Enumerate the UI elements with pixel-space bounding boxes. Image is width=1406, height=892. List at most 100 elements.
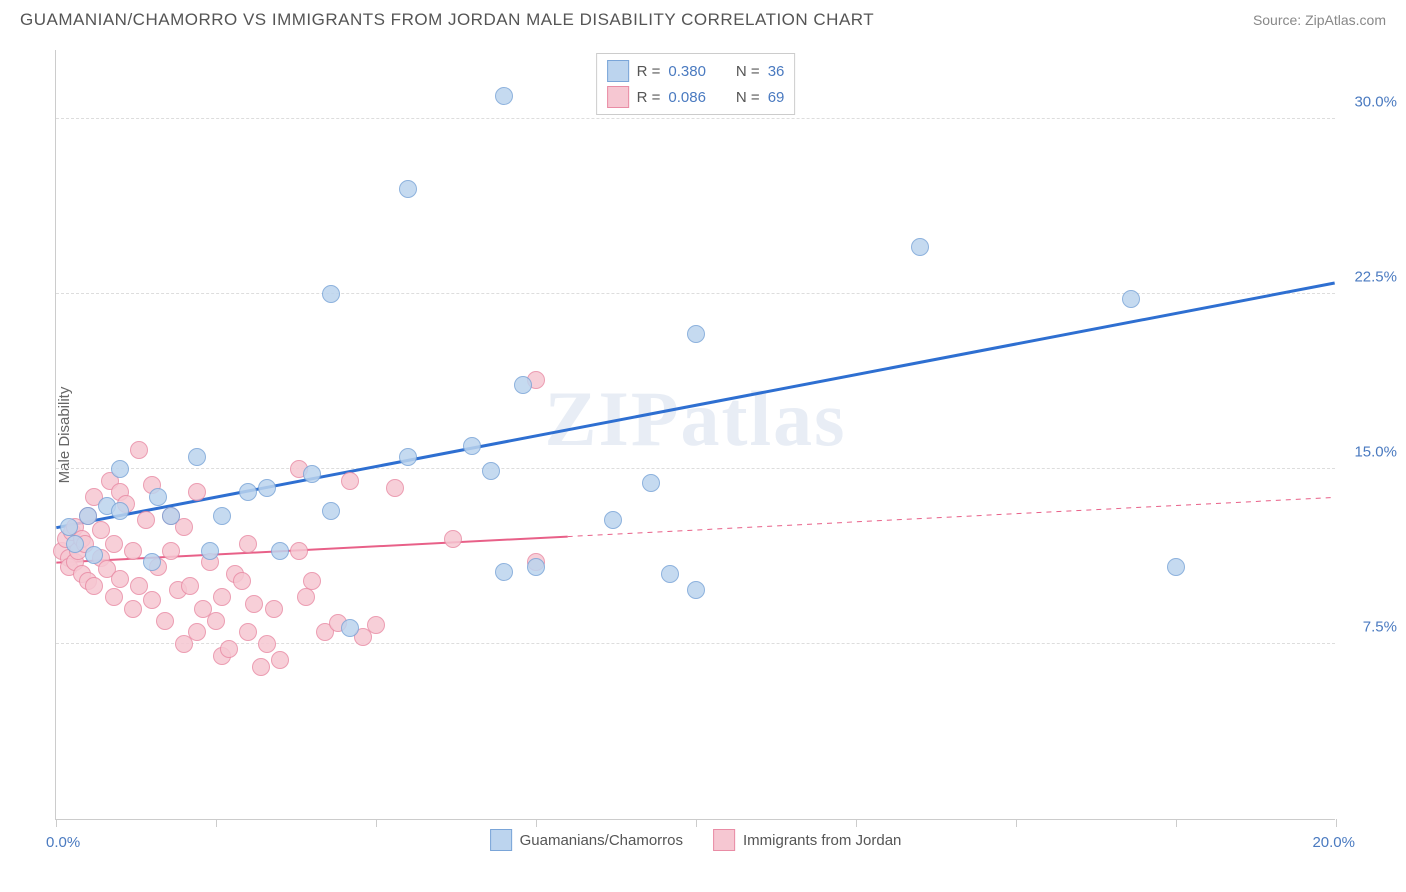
- chart-header: GUAMANIAN/CHAMORRO VS IMMIGRANTS FROM JO…: [0, 0, 1406, 30]
- point-a: [322, 502, 340, 520]
- point-b: [188, 483, 206, 501]
- r-value-b: 0.086: [668, 89, 706, 106]
- point-b: [105, 535, 123, 553]
- point-b: [130, 441, 148, 459]
- point-a: [514, 376, 532, 394]
- x-tick: [696, 819, 697, 827]
- point-a: [911, 238, 929, 256]
- y-tick-label: 15.0%: [1354, 444, 1397, 461]
- point-a: [303, 465, 321, 483]
- point-a: [1167, 558, 1185, 576]
- point-b: [143, 591, 161, 609]
- gridline: [56, 468, 1335, 469]
- point-b: [213, 588, 231, 606]
- point-b: [124, 600, 142, 618]
- trend-lines: [56, 50, 1335, 819]
- point-a: [399, 448, 417, 466]
- point-b: [367, 616, 385, 634]
- point-a: [495, 563, 513, 581]
- point-b: [137, 511, 155, 529]
- point-a: [463, 437, 481, 455]
- point-a: [642, 474, 660, 492]
- point-a: [60, 518, 78, 536]
- point-b: [162, 542, 180, 560]
- point-a: [687, 581, 705, 599]
- point-b: [156, 612, 174, 630]
- legend-row-b: R = 0.086 N = 69: [607, 84, 785, 110]
- source-label: Source: ZipAtlas.com: [1253, 12, 1386, 28]
- legend-item-b: Immigrants from Jordan: [713, 829, 901, 851]
- watermark-text: ZIPatlas: [544, 374, 846, 464]
- point-b: [245, 595, 263, 613]
- x-tick: [376, 819, 377, 827]
- x-tick: [1176, 819, 1177, 827]
- x-axis-min-label: 0.0%: [46, 834, 80, 851]
- point-a: [213, 507, 231, 525]
- gridline: [56, 643, 1335, 644]
- point-a: [143, 553, 161, 571]
- point-b: [252, 658, 270, 676]
- point-a: [258, 479, 276, 497]
- swatch-a-icon: [607, 60, 629, 82]
- point-b: [181, 577, 199, 595]
- swatch-a-icon: [490, 829, 512, 851]
- point-a: [495, 87, 513, 105]
- point-a: [1122, 290, 1140, 308]
- chart-plot-area: ZIPatlas Male Disability 7.5%15.0%22.5%3…: [55, 50, 1335, 820]
- point-b: [105, 588, 123, 606]
- y-tick-label: 7.5%: [1363, 619, 1397, 636]
- n-value-a: 36: [768, 63, 785, 80]
- series-a-name: Guamanians/Chamorros: [520, 832, 683, 849]
- point-a: [201, 542, 219, 560]
- point-a: [399, 180, 417, 198]
- point-b: [290, 542, 308, 560]
- point-a: [188, 448, 206, 466]
- point-b: [239, 623, 257, 641]
- point-b: [85, 577, 103, 595]
- y-tick-label: 22.5%: [1354, 269, 1397, 286]
- x-tick: [216, 819, 217, 827]
- gridline: [56, 293, 1335, 294]
- series-b-name: Immigrants from Jordan: [743, 832, 901, 849]
- point-a: [85, 546, 103, 564]
- point-a: [111, 460, 129, 478]
- n-label: N =: [736, 63, 760, 80]
- point-a: [661, 565, 679, 583]
- x-tick: [1336, 819, 1337, 827]
- point-a: [687, 325, 705, 343]
- point-a: [79, 507, 97, 525]
- gridline: [56, 118, 1335, 119]
- point-b: [111, 570, 129, 588]
- x-tick: [536, 819, 537, 827]
- point-a: [66, 535, 84, 553]
- point-b: [124, 542, 142, 560]
- point-b: [271, 651, 289, 669]
- point-a: [604, 511, 622, 529]
- x-axis-max-label: 20.0%: [1312, 834, 1355, 851]
- series-legend: Guamanians/Chamorros Immigrants from Jor…: [490, 829, 902, 851]
- point-b: [207, 612, 225, 630]
- swatch-b-icon: [607, 86, 629, 108]
- point-a: [111, 502, 129, 520]
- point-b: [239, 535, 257, 553]
- y-tick-label: 30.0%: [1354, 94, 1397, 111]
- point-b: [297, 588, 315, 606]
- n-value-b: 69: [768, 89, 785, 106]
- x-tick: [56, 819, 57, 827]
- swatch-b-icon: [713, 829, 735, 851]
- point-b: [265, 600, 283, 618]
- legend-row-a: R = 0.380 N = 36: [607, 58, 785, 84]
- x-tick: [856, 819, 857, 827]
- point-b: [386, 479, 404, 497]
- point-a: [271, 542, 289, 560]
- point-b: [188, 623, 206, 641]
- point-b: [303, 572, 321, 590]
- point-a: [482, 462, 500, 480]
- point-a: [239, 483, 257, 501]
- point-b: [341, 472, 359, 490]
- chart-title: GUAMANIAN/CHAMORRO VS IMMIGRANTS FROM JO…: [20, 10, 874, 30]
- point-a: [527, 558, 545, 576]
- x-tick: [1016, 819, 1017, 827]
- point-a: [149, 488, 167, 506]
- point-a: [162, 507, 180, 525]
